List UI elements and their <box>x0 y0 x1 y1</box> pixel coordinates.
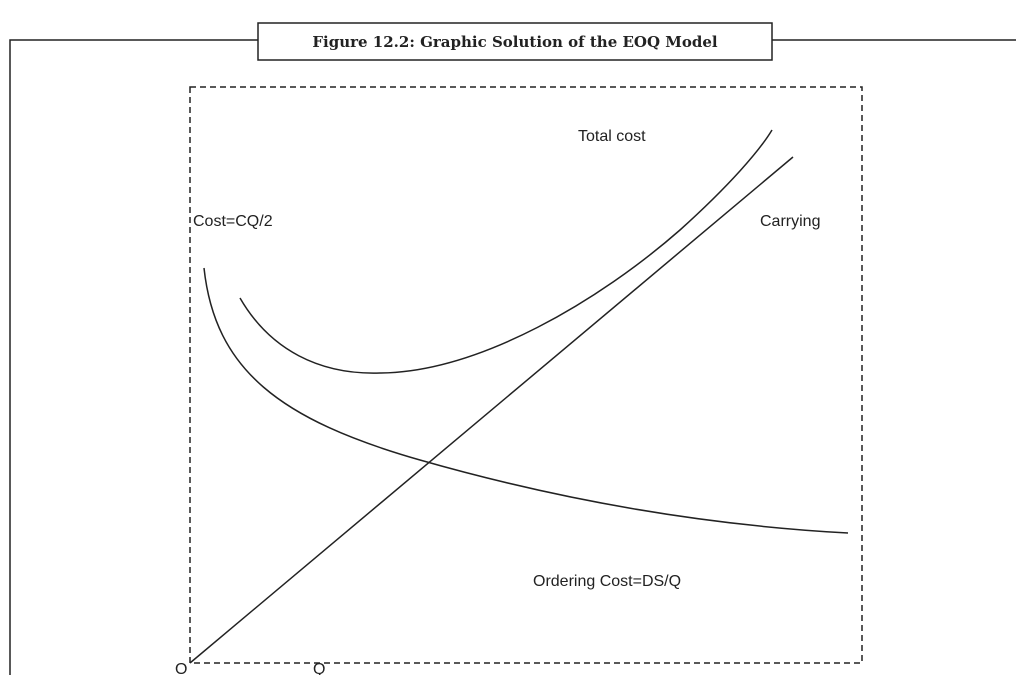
frame-line <box>9 39 258 675</box>
label: Carrying <box>760 213 820 230</box>
label: Ordering Cost=DS/Q <box>533 573 681 590</box>
label: Total cost <box>578 128 646 145</box>
title-box <box>257 22 773 61</box>
carrying-cost-line <box>189 156 794 664</box>
axis-label: O <box>175 661 187 675</box>
plot-box <box>189 86 863 664</box>
label: Cost=CQ/2 <box>193 213 273 230</box>
ordering-cost-curve <box>203 267 849 534</box>
figure-title: Figure 12.2: Graphic Solution of the EOQ… <box>312 33 717 51</box>
axis-label: Q <box>313 661 325 675</box>
total-cost-curve <box>239 129 773 374</box>
